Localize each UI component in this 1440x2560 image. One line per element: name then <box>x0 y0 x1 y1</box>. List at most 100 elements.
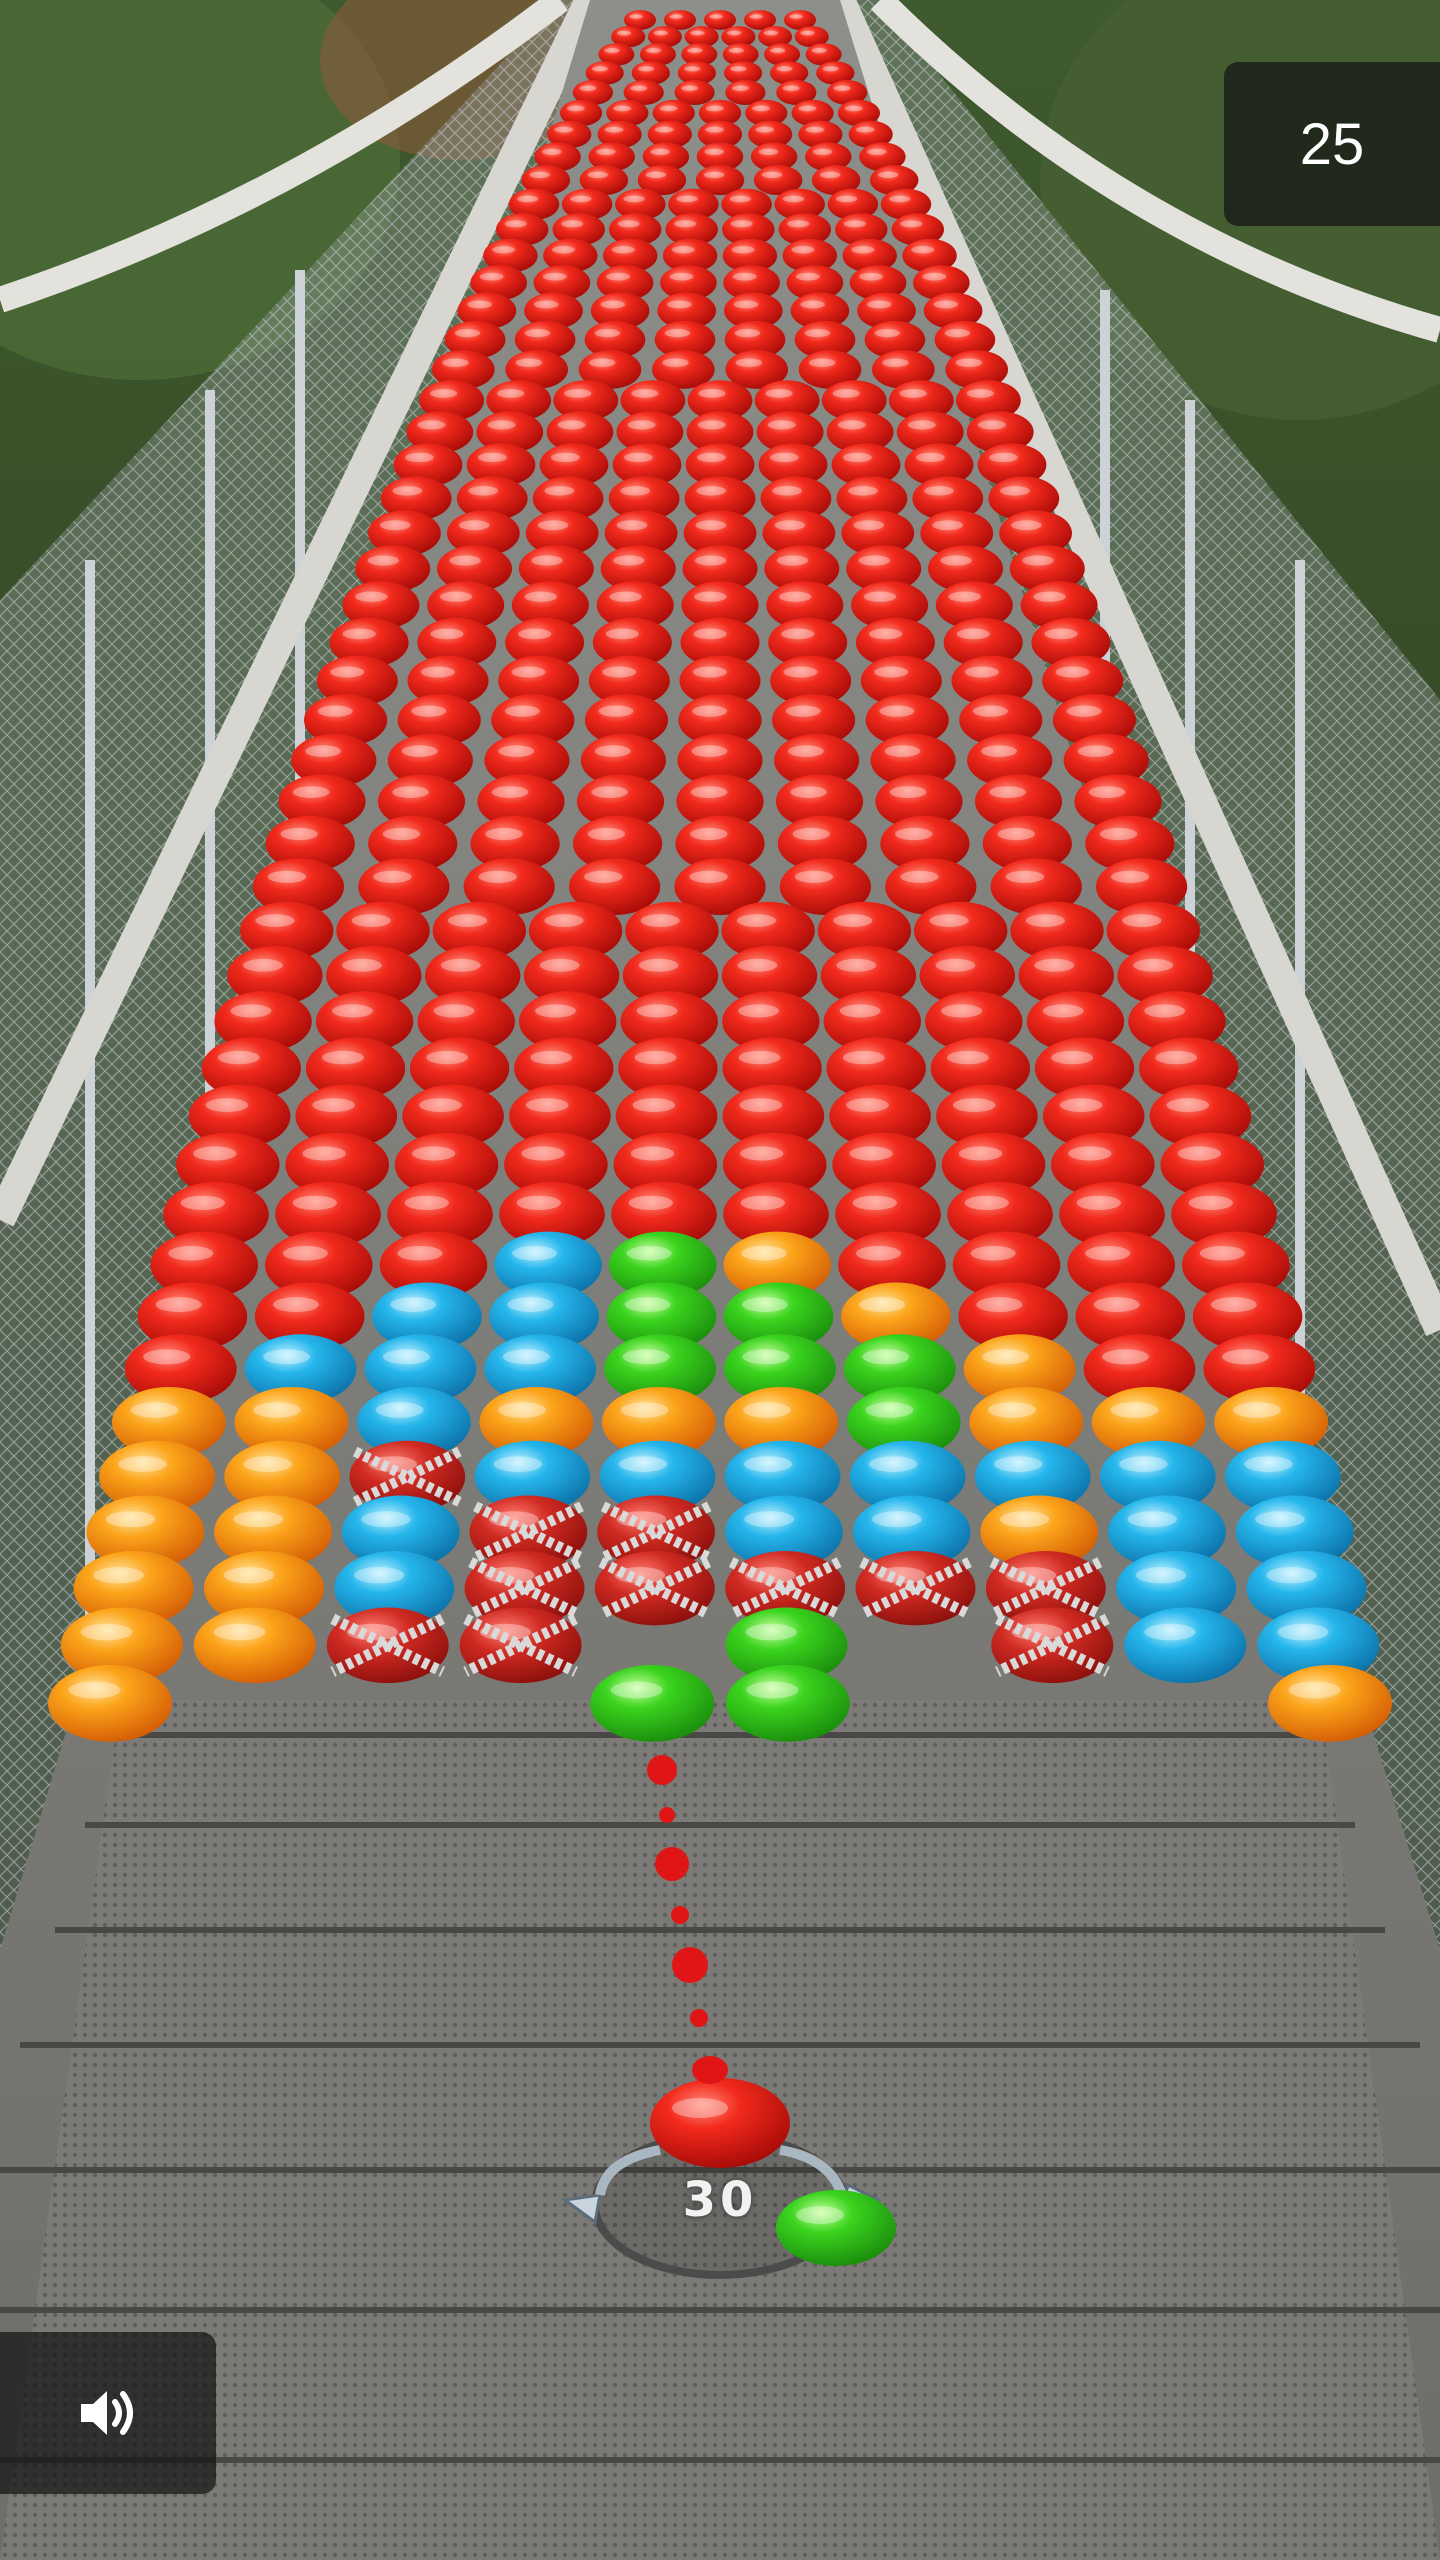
bubble-highlight <box>544 486 575 496</box>
bubble <box>842 238 897 273</box>
bubble-highlight <box>669 14 683 19</box>
bubble-highlight <box>594 745 631 757</box>
bubble <box>835 1181 941 1248</box>
bubble <box>417 618 497 667</box>
bubble-highlight <box>731 246 755 254</box>
bubble <box>569 858 661 915</box>
bubble <box>657 292 716 329</box>
bubble <box>865 694 949 746</box>
bubble <box>1124 1607 1247 1684</box>
bubble-highlight <box>255 914 295 927</box>
bubble <box>835 213 888 246</box>
bubble-highlight <box>704 148 724 155</box>
bubble <box>697 120 743 149</box>
bubble-highlight <box>604 126 624 133</box>
bubble <box>913 265 970 301</box>
bubble-highlight <box>1110 1402 1159 1418</box>
current-ball <box>650 2078 790 2168</box>
bubble-highlight <box>507 1297 554 1313</box>
bubble-highlight <box>93 1567 144 1584</box>
bubble-highlight <box>867 148 887 155</box>
bubble-highlight <box>404 1195 449 1211</box>
bubble <box>684 26 719 48</box>
bubble <box>827 80 868 105</box>
bubble <box>1074 774 1162 829</box>
bubble-highlight <box>390 1297 437 1313</box>
bubble <box>73 1551 194 1626</box>
bubble <box>608 476 680 521</box>
bubble <box>265 815 355 872</box>
bubble <box>891 213 944 246</box>
bubble-highlight <box>1099 827 1138 841</box>
bubble-highlight <box>624 452 653 463</box>
bubble-highlight <box>1210 1297 1257 1313</box>
bubble-highlight <box>375 1402 424 1418</box>
bubble <box>1225 1440 1341 1513</box>
bubble-highlight <box>859 272 883 281</box>
bubble-highlight <box>800 30 815 36</box>
bubble <box>914 901 1008 960</box>
bubble-highlight <box>924 486 954 496</box>
bubble-highlight <box>351 914 391 927</box>
score-value: 25 <box>1299 111 1365 177</box>
aim-nub <box>692 2056 728 2084</box>
bubble-highlight <box>1025 914 1065 927</box>
bubble-highlight <box>584 870 623 883</box>
bubble <box>930 1037 1031 1100</box>
bubble <box>377 774 466 829</box>
bubble <box>794 320 856 359</box>
bubble-highlight <box>332 1004 373 1018</box>
bubble <box>576 774 665 829</box>
bubble <box>590 1665 715 1742</box>
bubble-highlight <box>981 745 1017 757</box>
bubble-highlight <box>354 1567 405 1584</box>
sound-toggle-button[interactable] <box>0 2332 216 2494</box>
bubble <box>675 815 765 872</box>
bubble <box>1203 1334 1316 1404</box>
bubble-highlight <box>872 1511 922 1528</box>
bubble-highlight <box>832 389 860 398</box>
bubble-highlight <box>774 520 806 531</box>
bubble <box>721 901 815 960</box>
bubble <box>1128 991 1226 1052</box>
bubble <box>686 411 754 453</box>
bubble <box>945 350 1008 389</box>
bubble-highlight <box>952 1098 996 1112</box>
bubble <box>1009 545 1085 592</box>
bubble <box>784 10 816 30</box>
bubble <box>600 545 676 592</box>
bubble <box>624 10 656 30</box>
bubble <box>358 858 450 915</box>
bubble-highlight <box>662 358 689 368</box>
bubble <box>417 991 515 1052</box>
bubble-highlight <box>836 958 877 972</box>
bubble <box>838 1231 946 1299</box>
bubble-highlight <box>709 14 723 19</box>
deck-slats <box>0 1732 1440 2463</box>
bubble-highlight <box>742 1349 790 1365</box>
bubble-highlight <box>205 1098 249 1112</box>
bubble-highlight <box>478 870 517 883</box>
bubble <box>662 238 718 273</box>
bubble-highlight <box>732 85 749 91</box>
bubble <box>1034 1037 1135 1100</box>
swap-ball-button[interactable] <box>566 2130 886 2290</box>
bubble <box>912 476 984 521</box>
bubble-highlight <box>941 1004 983 1018</box>
bubble <box>432 350 495 389</box>
bubble <box>805 43 842 66</box>
bubble-highlight <box>752 105 770 112</box>
bubble <box>234 1387 349 1458</box>
bubble <box>775 774 864 829</box>
shooter[interactable] <box>561 2056 896 2279</box>
bubble <box>770 655 852 706</box>
bubble <box>470 815 560 872</box>
bubble <box>1091 1387 1206 1458</box>
bubble-highlight <box>557 420 586 430</box>
bubble-highlight <box>681 85 698 91</box>
bubble <box>60 1607 183 1684</box>
bubble-highlight <box>382 827 421 841</box>
bubble <box>316 655 398 706</box>
bubble-highlight <box>988 1402 1036 1418</box>
bubble <box>704 10 736 30</box>
